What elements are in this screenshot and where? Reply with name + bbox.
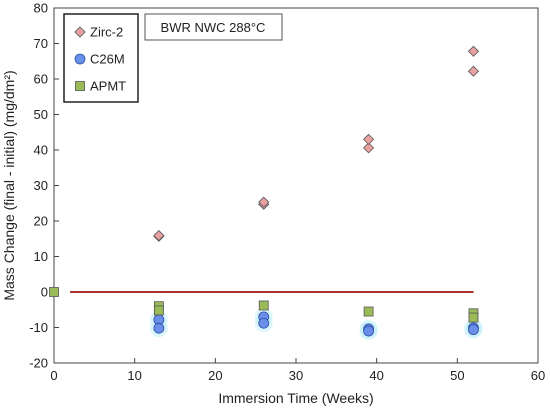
axis-ticks: 0 10 20 30 40 50 60 -20 -10 0 10 20 30 40 50 60 70 80 (29, 1, 545, 384)
data-marks (49, 45, 483, 341)
zirc-2-point (363, 142, 375, 154)
y-tick-label: -20 (29, 356, 48, 371)
zirc-2-point (467, 45, 480, 57)
annotation-text: BWR NWC 288°C (161, 20, 266, 35)
x-tick-label: 60 (531, 368, 545, 383)
y-tick-label: 70 (34, 36, 48, 51)
y-tick-label: 0 (41, 285, 48, 300)
zirc-2-point (467, 65, 480, 77)
c26m-point (258, 317, 270, 329)
x-tick-label: 40 (369, 368, 383, 383)
y-axis-label: Mass Change (final - initial) (mg/dm²) (1, 70, 17, 300)
apmt-point (468, 312, 479, 323)
y-tick-label: 50 (34, 107, 48, 122)
y-tick-label: -10 (29, 320, 48, 335)
y-tick-label: 20 (34, 214, 48, 229)
x-tick-label: 10 (127, 368, 141, 383)
x-tick-label: 0 (50, 368, 57, 383)
zirc-2-point (153, 229, 165, 242)
y-tick-label: 60 (34, 72, 48, 87)
y-tick-label: 80 (34, 1, 48, 16)
annotation-box (144, 13, 283, 41)
legend-marker (74, 26, 86, 38)
x-tick-label: 20 (208, 368, 222, 383)
legend-marker (75, 81, 85, 91)
y-tick-label: 30 (34, 178, 48, 193)
legend: Zirc-2 C26M APMT (63, 13, 139, 103)
apmt-point (363, 306, 374, 317)
legend-label: APMT (90, 79, 126, 94)
zirc-2-point (258, 196, 270, 208)
x-tick-label: 30 (289, 368, 303, 383)
x-axis-label: Immersion Time (Weeks) (218, 390, 373, 406)
y-tick-label: 10 (34, 249, 48, 264)
legend-label: Zirc-2 (90, 25, 123, 40)
zirc-2-point (363, 133, 375, 145)
c26m-point (363, 325, 375, 337)
legend-label: C26M (90, 52, 125, 67)
condition-annotation: BWR NWC 288°C (144, 13, 283, 41)
c26m-point (468, 324, 479, 336)
y-tick-label: 40 (34, 143, 48, 158)
apmt-point (49, 287, 59, 297)
legend-marker (74, 53, 86, 65)
c26m-point (153, 322, 165, 334)
apmt-point (258, 300, 269, 311)
x-tick-label: 50 (450, 368, 464, 383)
apmt-point (153, 305, 164, 316)
